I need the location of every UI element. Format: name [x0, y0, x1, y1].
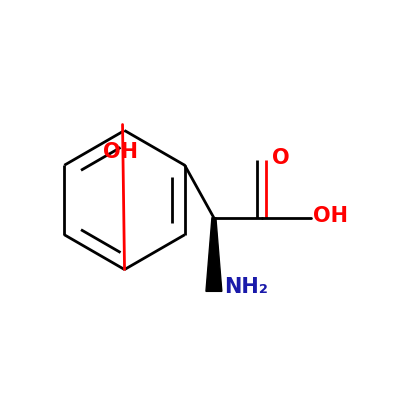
Text: NH₂: NH₂	[224, 277, 268, 297]
Text: OH: OH	[103, 142, 138, 162]
Text: O: O	[272, 148, 289, 168]
Polygon shape	[206, 218, 222, 291]
Text: OH: OH	[313, 206, 348, 226]
